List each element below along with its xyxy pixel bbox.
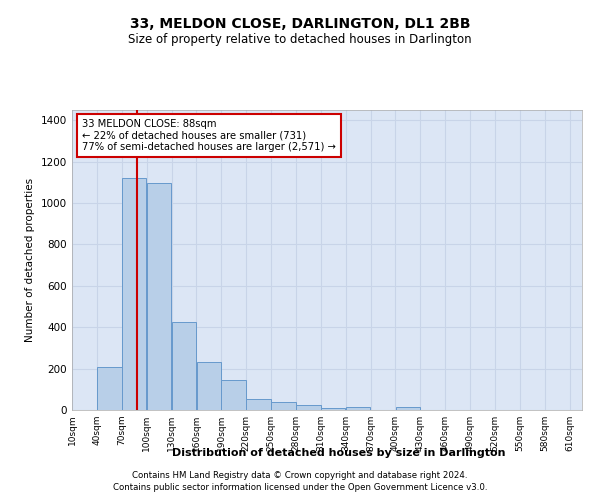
Text: Contains HM Land Registry data © Crown copyright and database right 2024.: Contains HM Land Registry data © Crown c… <box>132 471 468 480</box>
Bar <box>172 322 196 410</box>
Bar <box>122 178 146 410</box>
Bar <box>147 184 172 410</box>
Text: Size of property relative to detached houses in Darlington: Size of property relative to detached ho… <box>128 32 472 46</box>
Bar <box>321 408 346 410</box>
Bar <box>221 380 246 410</box>
Bar <box>296 406 320 410</box>
Text: 33, MELDON CLOSE, DARLINGTON, DL1 2BB: 33, MELDON CLOSE, DARLINGTON, DL1 2BB <box>130 18 470 32</box>
Y-axis label: Number of detached properties: Number of detached properties <box>25 178 35 342</box>
Bar <box>247 398 271 410</box>
Bar <box>395 407 420 410</box>
Bar <box>346 407 370 410</box>
Text: 33 MELDON CLOSE: 88sqm
← 22% of detached houses are smaller (731)
77% of semi-de: 33 MELDON CLOSE: 88sqm ← 22% of detached… <box>82 119 336 152</box>
Bar <box>271 402 296 410</box>
Text: Contains public sector information licensed under the Open Government Licence v3: Contains public sector information licen… <box>113 484 487 492</box>
Text: Distribution of detached houses by size in Darlington: Distribution of detached houses by size … <box>172 448 506 458</box>
Bar <box>197 362 221 410</box>
Bar <box>97 366 122 410</box>
